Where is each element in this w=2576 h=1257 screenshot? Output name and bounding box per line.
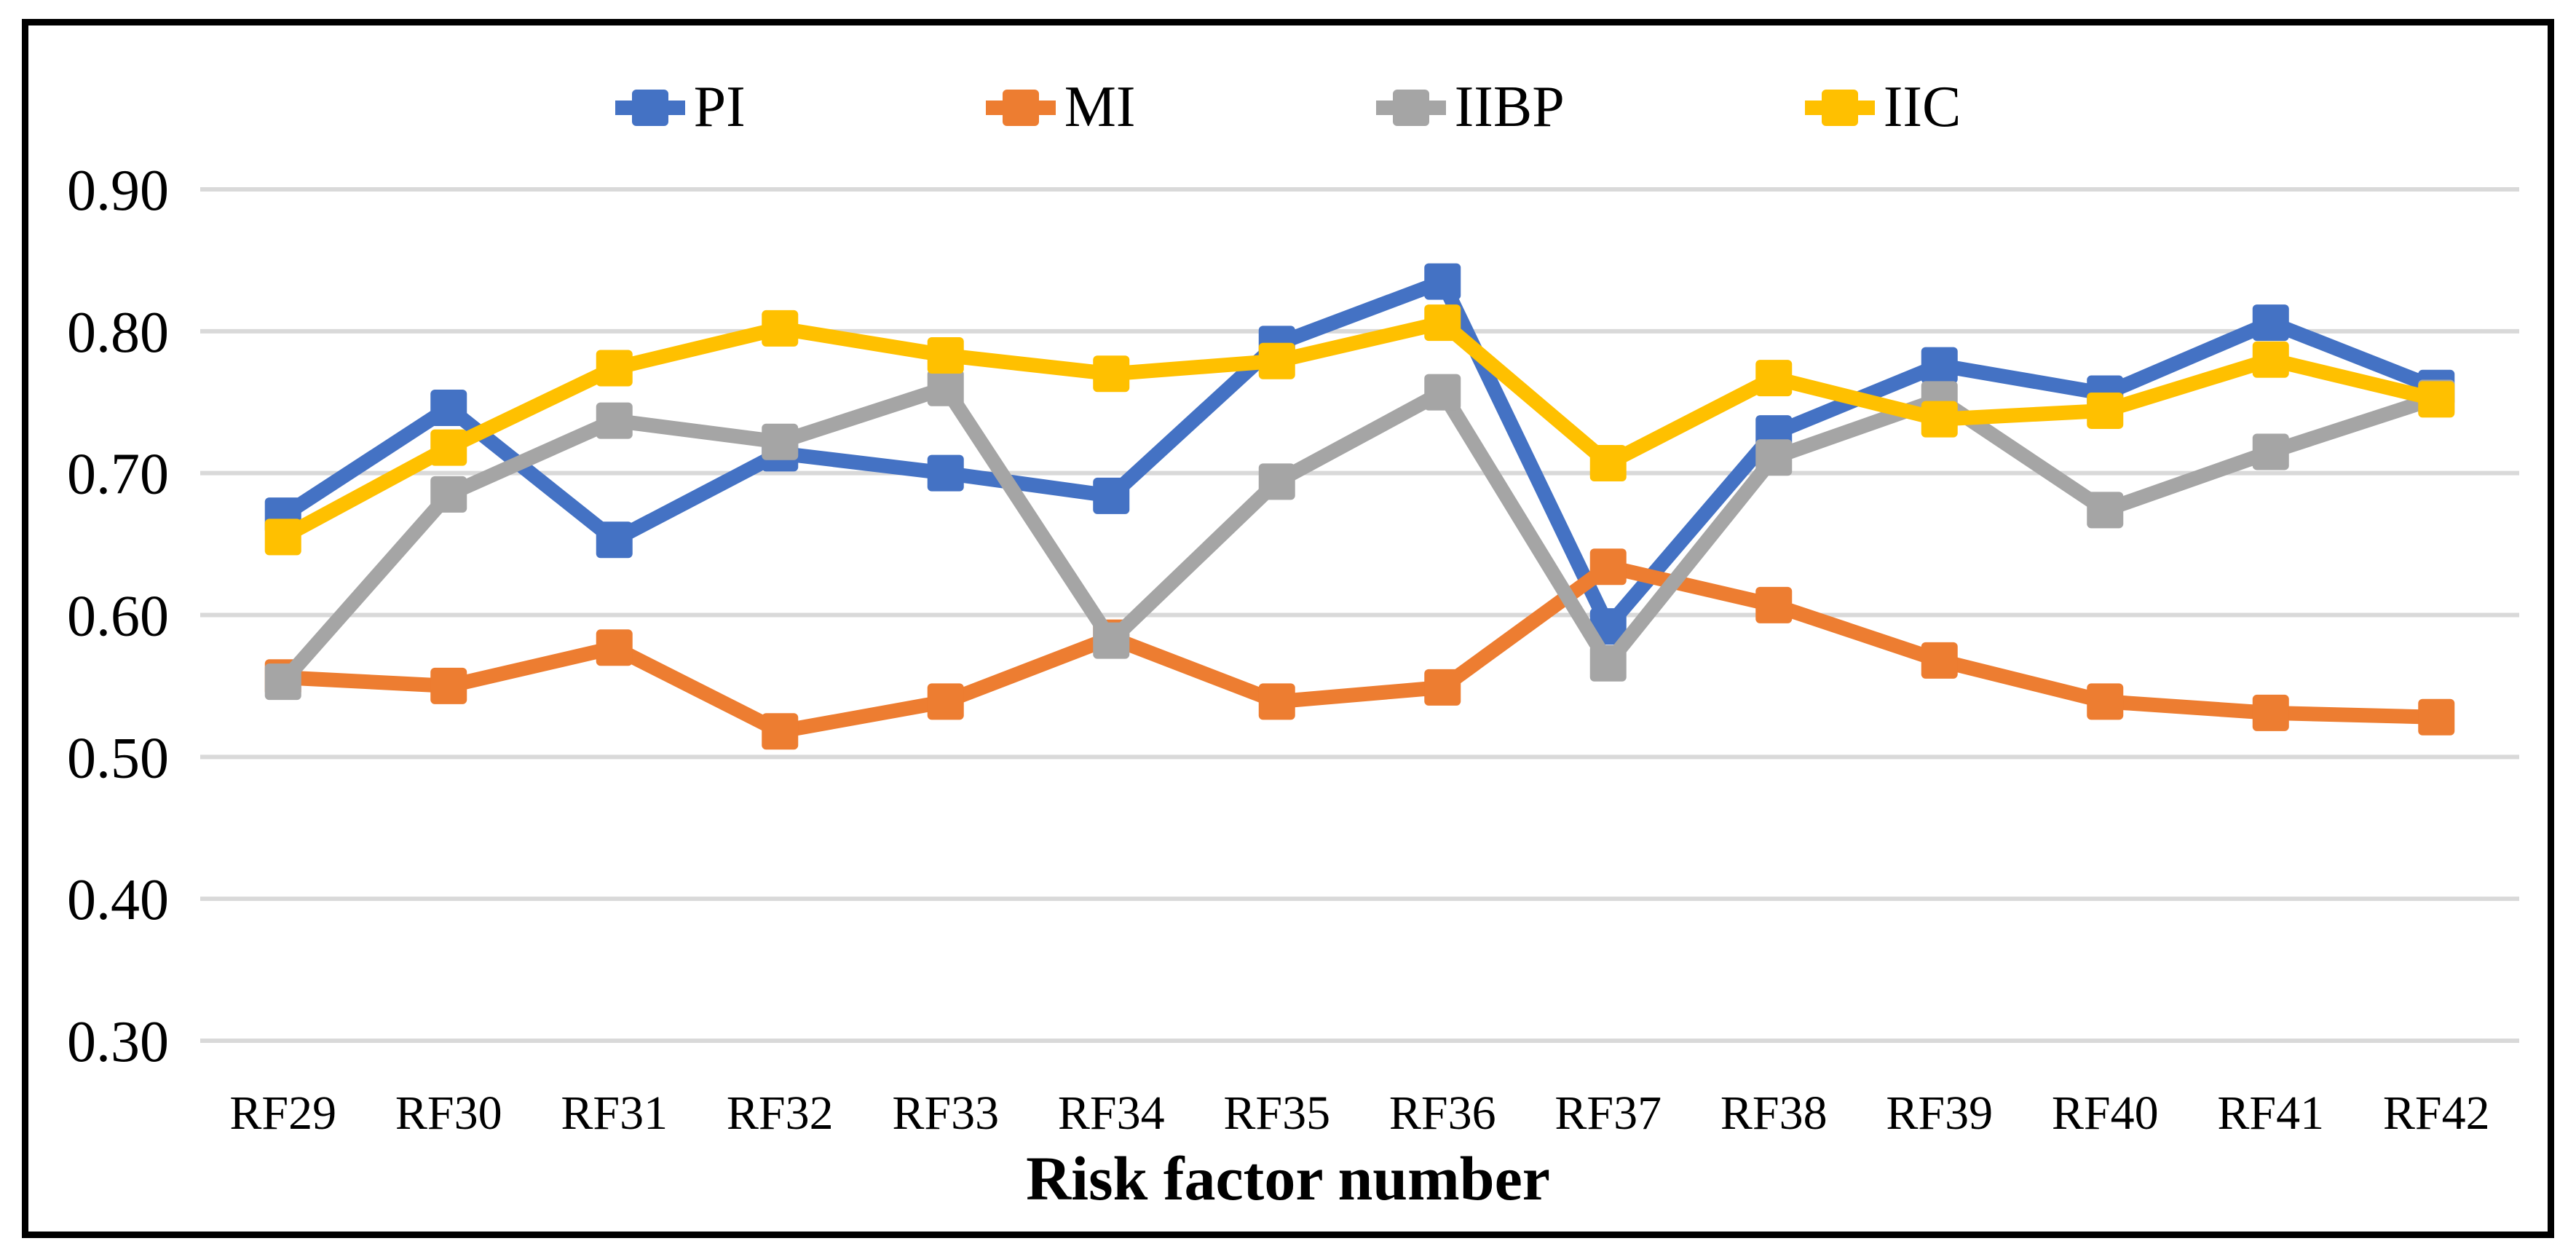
data-point-MI-RF37 bbox=[1589, 548, 1627, 586]
data-point-MI-RF31 bbox=[596, 629, 633, 666]
legend-marker-icon bbox=[615, 89, 685, 127]
x-tick-label: RF39 bbox=[1886, 1087, 1993, 1140]
legend-marker-icon bbox=[985, 89, 1056, 127]
data-point-IIBP-RF34 bbox=[1093, 622, 1130, 659]
data-point-IIBP-RF31 bbox=[596, 402, 633, 439]
y-tick-label: 0.70 bbox=[67, 443, 169, 507]
legend-marker-icon bbox=[1375, 89, 1446, 127]
data-point-IIBP-RF36 bbox=[1424, 374, 1461, 411]
x-tick-label: RF30 bbox=[395, 1087, 502, 1140]
legend-label: IIBP bbox=[1454, 75, 1565, 139]
x-tick-label: RF33 bbox=[892, 1087, 999, 1140]
legend-item-IIBP: IIBP bbox=[1375, 73, 1565, 142]
data-point-IIC-RF35 bbox=[1258, 342, 1295, 379]
x-axis-title: Risk factor number bbox=[1026, 1143, 1550, 1213]
x-tick-label: RF36 bbox=[1389, 1087, 1496, 1140]
data-point-MI-RF36 bbox=[1424, 669, 1461, 706]
legend-label: IIC bbox=[1883, 75, 1961, 139]
data-point-IIC-RF38 bbox=[1755, 360, 1793, 397]
x-tick-label: RF38 bbox=[1720, 1087, 1828, 1140]
x-tick-label: RF31 bbox=[561, 1087, 668, 1140]
x-tick-label: RF32 bbox=[727, 1087, 834, 1140]
data-point-MI-RF32 bbox=[762, 713, 799, 750]
data-point-MI-RF30 bbox=[430, 667, 467, 704]
data-point-IIC-RF30 bbox=[430, 429, 467, 466]
series-line-IIBP bbox=[275, 380, 2444, 690]
legend-label: MI bbox=[1064, 75, 1136, 139]
legend-label: PI bbox=[693, 75, 746, 139]
x-tick-label: RF42 bbox=[2383, 1087, 2490, 1140]
series-line-IIC bbox=[275, 315, 2444, 545]
data-point-PI-RF34 bbox=[1093, 477, 1130, 514]
data-point-IIBP-RF41 bbox=[2252, 433, 2289, 470]
x-tick-label: RF34 bbox=[1058, 1087, 1165, 1140]
data-point-IIC-RF39 bbox=[1921, 401, 1958, 438]
data-point-MI-RF41 bbox=[2252, 694, 2289, 731]
data-point-MI-RF40 bbox=[2087, 683, 2124, 720]
y-tick-label: 0.60 bbox=[67, 585, 169, 649]
data-point-IIBP-RF32 bbox=[762, 423, 799, 460]
data-point-IIC-RF41 bbox=[2252, 341, 2289, 378]
x-tick-label: RF37 bbox=[1554, 1087, 1662, 1140]
data-point-MI-RF38 bbox=[1755, 586, 1793, 623]
data-point-IIBP-RF37 bbox=[1589, 645, 1627, 682]
data-point-IIC-RF40 bbox=[2087, 392, 2124, 429]
data-point-IIC-RF31 bbox=[596, 350, 633, 387]
data-point-IIC-RF32 bbox=[762, 310, 799, 347]
data-point-IIBP-RF30 bbox=[430, 476, 467, 513]
data-point-IIC-RF34 bbox=[1093, 355, 1130, 393]
legend-item-IIC: IIC bbox=[1804, 73, 1961, 142]
data-point-PI-RF30 bbox=[430, 390, 467, 427]
data-point-MI-RF42 bbox=[2418, 698, 2455, 736]
data-point-PI-RF39 bbox=[1921, 347, 1958, 384]
y-tick-label: 0.30 bbox=[67, 1010, 169, 1074]
x-tick-label: RF35 bbox=[1223, 1087, 1330, 1140]
y-tick-label: 0.40 bbox=[67, 868, 169, 932]
series-line-MI bbox=[275, 559, 2444, 739]
y-tick-label: 0.90 bbox=[67, 159, 169, 223]
data-point-PI-RF31 bbox=[596, 521, 633, 559]
y-tick-label: 0.80 bbox=[67, 301, 169, 365]
y-tick-label: 0.50 bbox=[67, 726, 169, 790]
x-tick-label: RF41 bbox=[2217, 1087, 2324, 1140]
data-point-MI-RF33 bbox=[927, 683, 964, 720]
data-point-IIBP-RF40 bbox=[2087, 492, 2124, 529]
x-tick-label: RF29 bbox=[229, 1087, 336, 1140]
data-point-MI-RF39 bbox=[1921, 642, 1958, 679]
data-point-MI-RF35 bbox=[1258, 683, 1295, 720]
data-point-PI-RF41 bbox=[2252, 304, 2289, 342]
data-point-IIC-RF33 bbox=[927, 336, 964, 374]
legend-marker-icon bbox=[1804, 89, 1875, 127]
data-point-IIC-RF29 bbox=[264, 519, 301, 556]
data-point-IIC-RF37 bbox=[1589, 445, 1627, 482]
data-point-IIBP-RF35 bbox=[1258, 463, 1295, 500]
data-point-IIC-RF42 bbox=[2418, 381, 2455, 418]
data-point-PI-RF36 bbox=[1424, 263, 1461, 300]
x-tick-label: RF40 bbox=[2052, 1087, 2159, 1140]
legend-item-PI: PI bbox=[615, 73, 746, 142]
data-point-IIBP-RF38 bbox=[1755, 439, 1793, 476]
data-point-IIBP-RF29 bbox=[264, 663, 301, 701]
chart-legend: PI MI IIBP IIC bbox=[0, 73, 2576, 142]
data-point-IIBP-RF33 bbox=[927, 369, 964, 406]
data-point-PI-RF33 bbox=[927, 454, 964, 492]
legend-item-MI: MI bbox=[985, 73, 1136, 142]
data-point-IIC-RF36 bbox=[1424, 304, 1461, 342]
series-line-PI bbox=[275, 274, 2444, 634]
